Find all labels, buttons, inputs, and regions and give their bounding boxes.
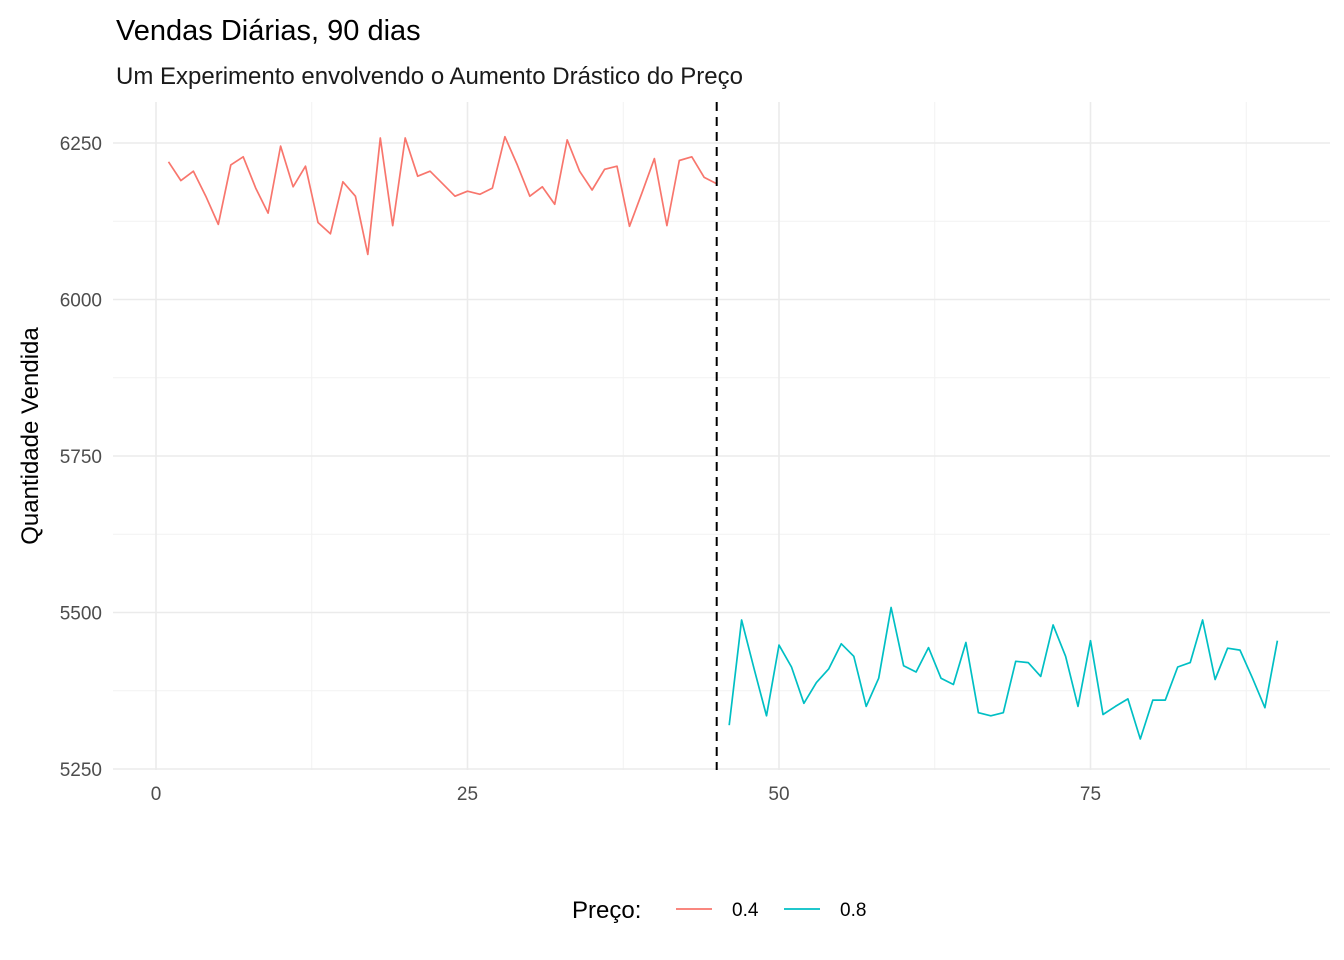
x-tick-label: 75 [1080,784,1101,805]
series-line-0 [167,135,718,256]
legend-label-1: 0.8 [840,900,866,921]
y-tick-label: 5750 [60,447,102,468]
legend-label-0: 0.4 [732,900,759,921]
chart-subtitle: Um Experimento envolvendo o Aumento Drás… [116,63,743,90]
legend-title: Preço: [572,897,641,924]
y-axis-ticks: 5250 5500 5750 6000 6250 [60,134,102,781]
y-tick-label: 6000 [60,291,102,312]
y-axis-title: Quantidade Vendida [17,327,44,545]
chart-title: Vendas Diárias, 90 dias [116,15,421,47]
legend: Preço: 0.4 0.8 [572,897,866,924]
x-tick-label: 50 [768,784,789,805]
x-axis-ticks: 0 25 50 75 [151,784,1101,805]
x-tick-label: 0 [151,784,162,805]
y-tick-label: 5500 [60,604,102,625]
series-lines [167,135,1279,740]
x-tick-label: 25 [457,784,478,805]
series-line-1 [728,606,1279,740]
grid [113,102,1330,770]
y-tick-label: 5250 [60,760,102,781]
y-tick-label: 6250 [60,134,102,155]
